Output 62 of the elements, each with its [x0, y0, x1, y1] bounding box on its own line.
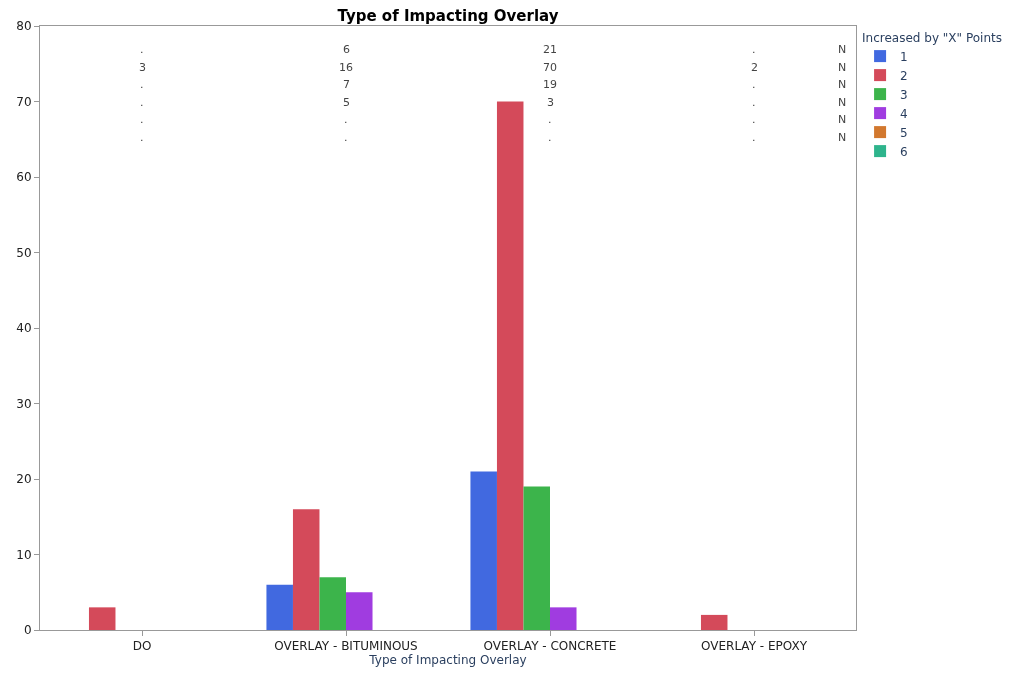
bar: [700, 614, 728, 630]
annotation: .: [548, 113, 552, 126]
legend-label: 4: [900, 106, 908, 121]
annotation: .: [344, 113, 348, 126]
y-tick-label: 0: [23, 623, 32, 638]
y-tick-label: 20: [16, 472, 32, 487]
y-tick-label: 70: [16, 94, 32, 109]
annotation: 7: [343, 78, 350, 91]
bar: [550, 607, 577, 630]
annotation: .: [752, 96, 756, 109]
annotation: .: [752, 113, 756, 126]
annotation: 3: [139, 61, 146, 74]
y-tick-label: 60: [16, 170, 32, 185]
annotation: .: [140, 78, 144, 91]
annotation: N: [838, 113, 847, 126]
annotation: 70: [543, 61, 557, 74]
bar: [496, 101, 524, 630]
x-tick-label: DO: [132, 639, 152, 654]
annotation: 19: [543, 78, 557, 91]
x-tick-label: OVERLAY - EPOXY: [701, 639, 808, 654]
annotation: 5: [343, 96, 350, 109]
annotation: 21: [543, 43, 557, 56]
annotation: 16: [339, 61, 353, 74]
bar: [346, 592, 373, 630]
annotation: 2: [751, 61, 758, 74]
legend-label: 1: [900, 49, 908, 64]
annotation: N: [838, 61, 847, 74]
x-axis-title: Type of Impacting Overlay: [368, 653, 527, 668]
annotation: .: [140, 131, 144, 144]
x-tick-label: OVERLAY - CONCRETE: [483, 639, 617, 654]
bar: [88, 607, 116, 630]
chart-title: Type of Impacting Overlay: [337, 6, 559, 25]
legend-label: 6: [900, 144, 908, 159]
bar: [266, 584, 293, 630]
y-tick-label: 50: [16, 245, 32, 260]
bar: [523, 486, 550, 630]
annotation: .: [752, 131, 756, 144]
annotation: .: [548, 131, 552, 144]
x-tick-label: OVERLAY - BITUMINOUS: [274, 639, 418, 654]
y-tick-label: 30: [16, 396, 32, 411]
annotation: .: [344, 131, 348, 144]
y-tick-label: 40: [16, 321, 32, 336]
legend-label: 5: [900, 125, 908, 140]
legend-label: 2: [900, 68, 908, 83]
annotation: .: [752, 78, 756, 91]
annotation: .: [140, 96, 144, 109]
annotation: .: [140, 113, 144, 126]
bar: [319, 577, 346, 630]
legend-label: 3: [900, 87, 908, 102]
y-tick-label: 80: [16, 19, 32, 34]
bar: [470, 471, 497, 630]
annotation: N: [838, 43, 847, 56]
annotation: 6: [343, 43, 350, 56]
annotation: N: [838, 131, 847, 144]
annotation: N: [838, 78, 847, 91]
y-tick-label: 10: [16, 547, 32, 562]
annotation: .: [140, 43, 144, 56]
annotation: N: [838, 96, 847, 109]
legend-title: Increased by "X" Points: [862, 30, 1002, 45]
annotation: .: [752, 43, 756, 56]
annotation: 3: [547, 96, 554, 109]
bar: [292, 509, 320, 630]
